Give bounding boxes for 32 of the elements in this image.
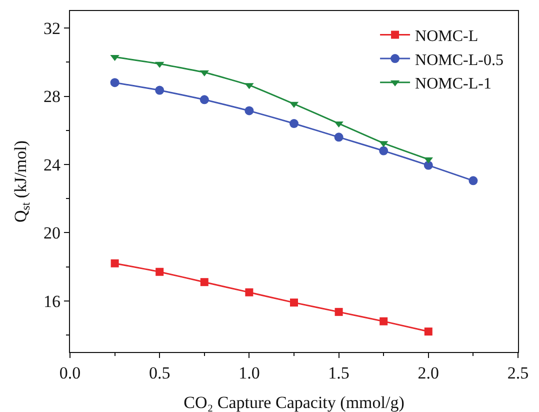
legend-label: NOMC-L-1 xyxy=(415,76,492,93)
x-tick-label: 0.5 xyxy=(148,364,170,382)
point xyxy=(290,298,298,307)
point xyxy=(468,176,478,186)
point xyxy=(200,278,208,286)
point xyxy=(334,308,343,316)
x-tick-label: 2.5 xyxy=(507,364,529,382)
point xyxy=(380,317,388,326)
point xyxy=(110,78,120,88)
x-axis-title: CO₂ Capture Capacity (mmol/g) xyxy=(184,393,404,412)
point xyxy=(110,259,119,268)
y-tick-label: 32 xyxy=(44,19,60,38)
x-tick-label: 2.0 xyxy=(418,364,440,382)
legend-label: NOMC-L xyxy=(415,28,478,45)
legend-label: NOMC-L-0.5 xyxy=(415,52,504,69)
point xyxy=(245,288,254,296)
point xyxy=(244,106,254,116)
point xyxy=(290,119,298,128)
y-tick-label: 20 xyxy=(44,224,60,243)
point xyxy=(424,328,432,336)
x-tick-label: 0.0 xyxy=(59,364,81,382)
point xyxy=(334,132,344,142)
y-tick-label: 28 xyxy=(44,87,60,106)
point xyxy=(155,86,164,95)
point xyxy=(156,268,164,276)
x-tick-label: 1.5 xyxy=(328,364,350,382)
point xyxy=(424,160,433,170)
point xyxy=(200,95,209,104)
point xyxy=(379,146,388,156)
y-tick-label: 16 xyxy=(44,292,60,311)
x-tick-label: 1.0 xyxy=(238,364,260,382)
y-tick-label: 24 xyxy=(44,155,61,174)
